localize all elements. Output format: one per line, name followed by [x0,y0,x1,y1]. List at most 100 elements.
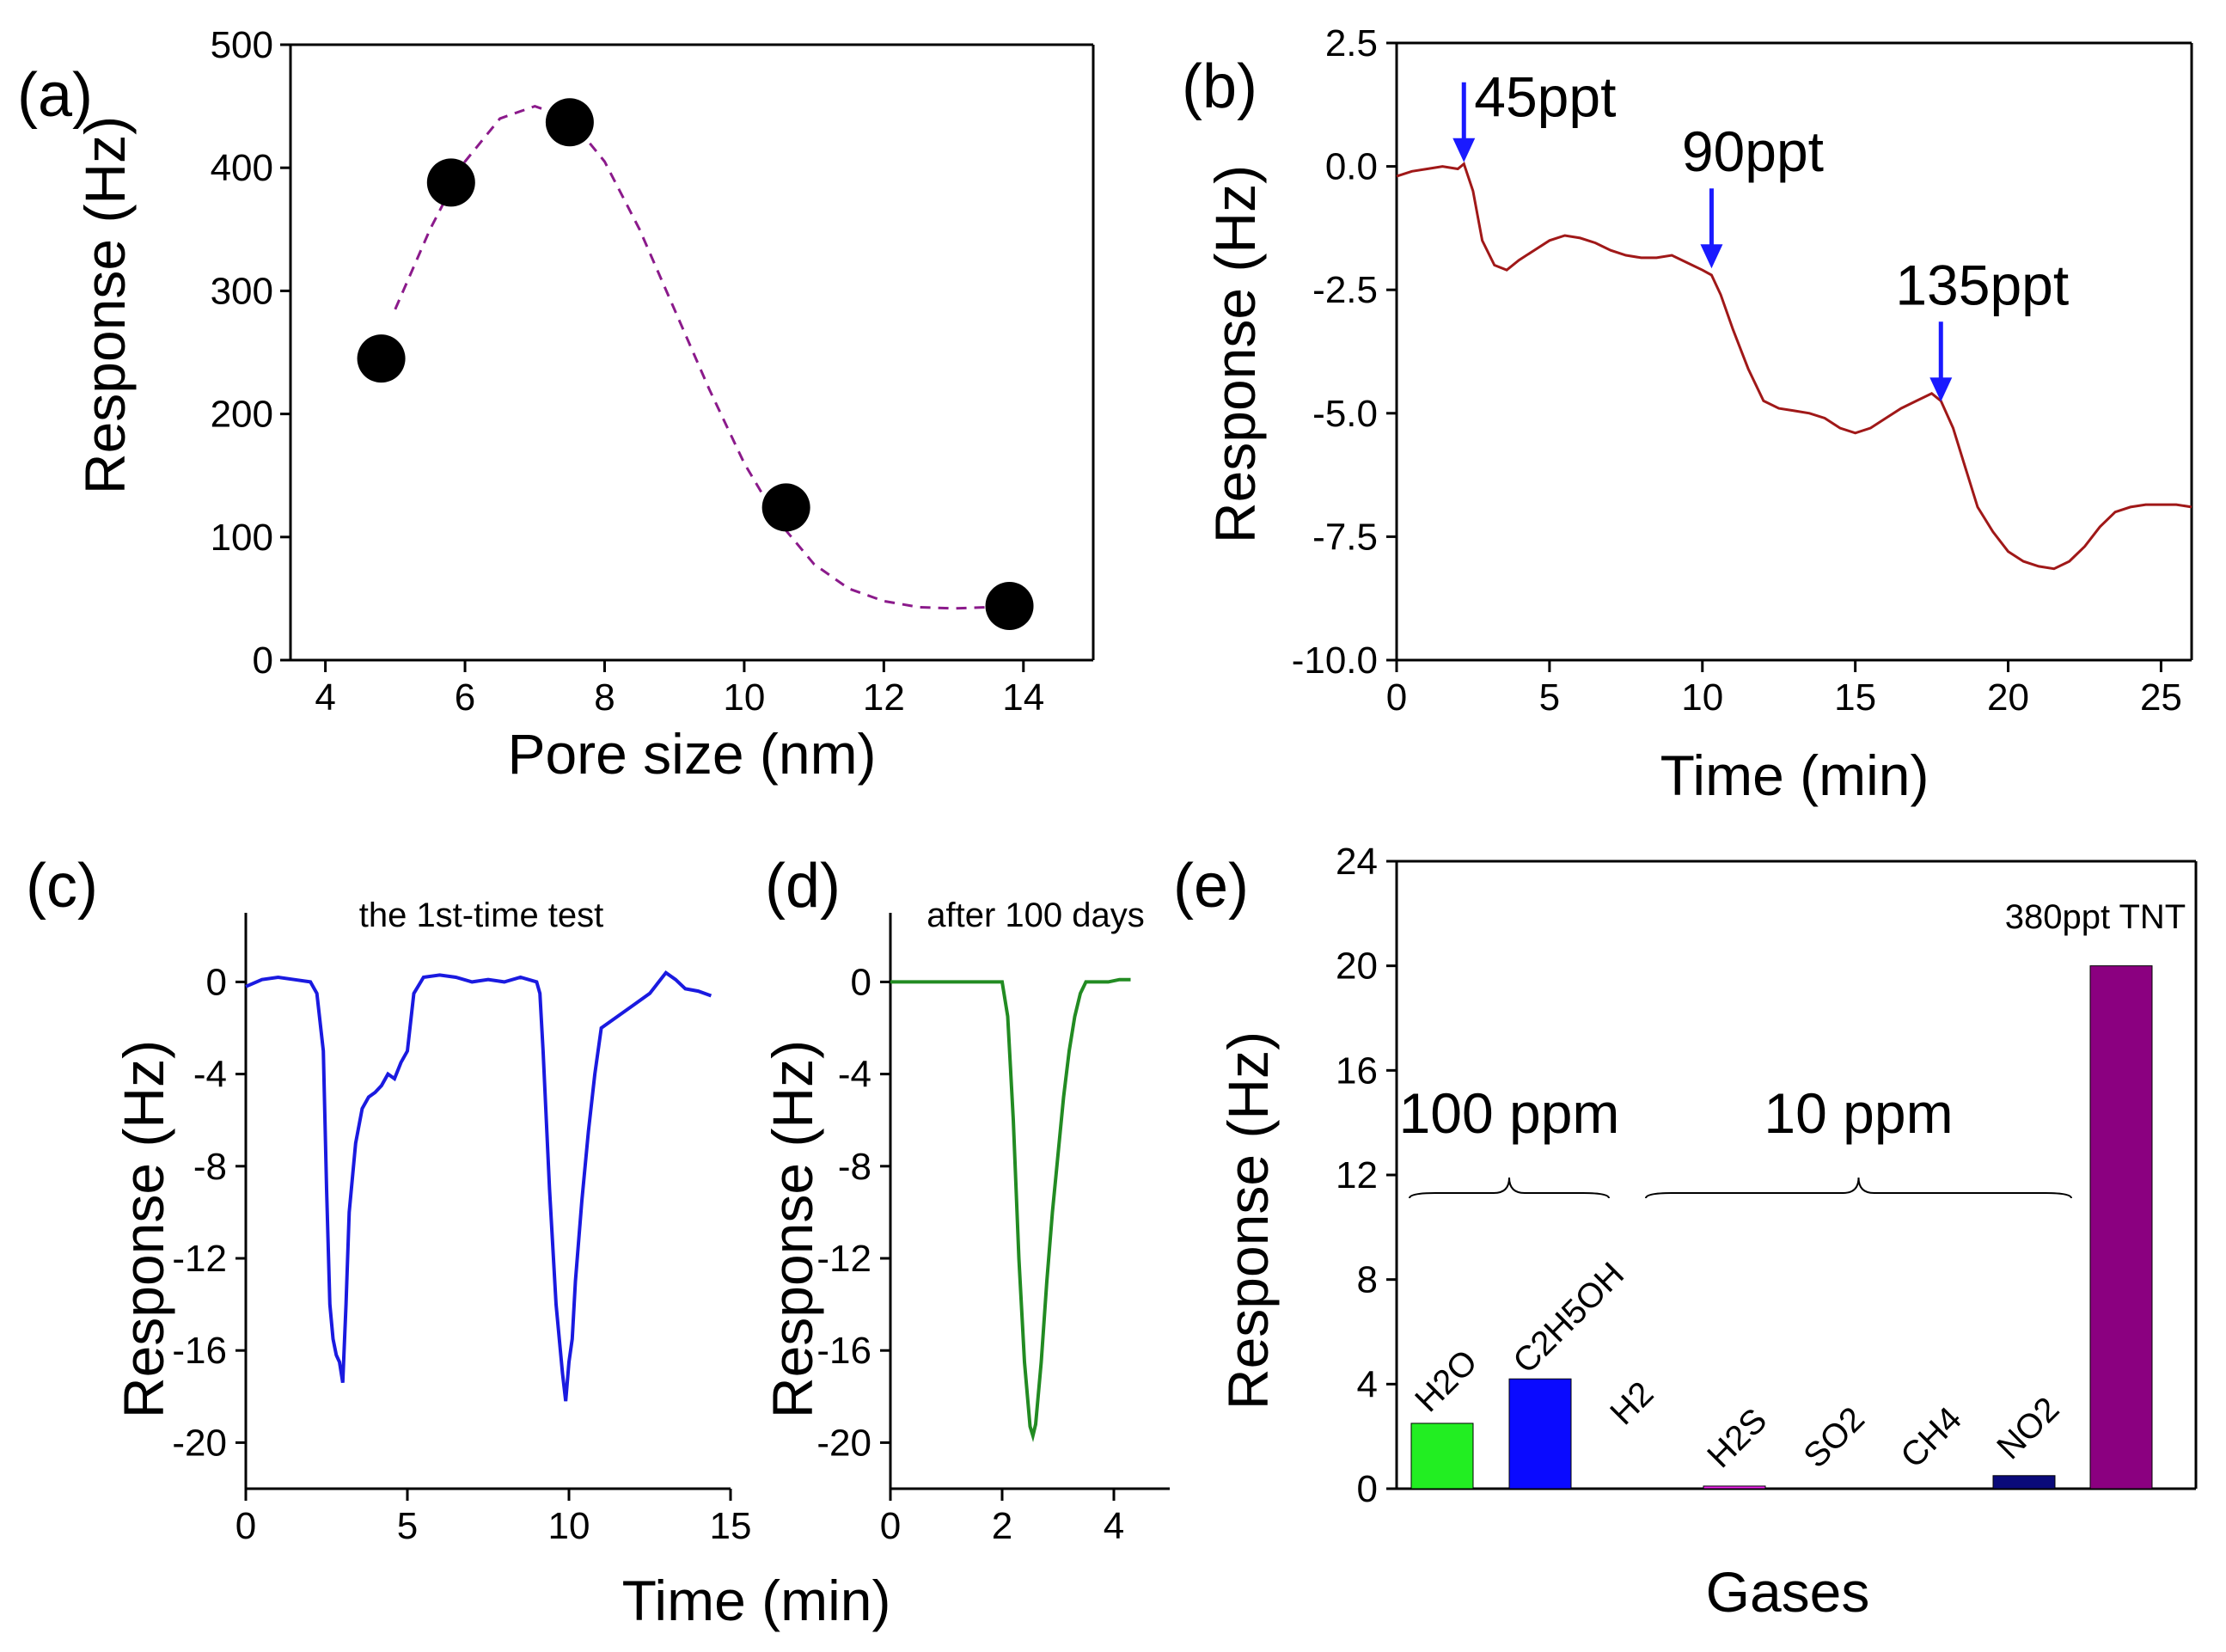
panel-b-arrow-head [1929,377,1953,402]
panel-c-y-tick-label: -12 [172,1238,227,1280]
panel-b-xlabel: Time (min) [1660,743,1929,807]
panel-c-label: (c) [26,852,98,921]
panel-a-data-point [985,581,1034,630]
panel-a-pore-size-chart: (a) Response (Hz) Pore size (nm) 4 6 8 10 12… [17,24,1095,786]
panel-c-x-tick-label: 0 [235,1505,256,1547]
panel-a-x-tick-label: 4 [315,676,335,719]
panel-a-x-tick-label: 12 [863,676,905,719]
panel-b-x-tick-label: 25 [2140,676,2182,719]
panel-a-data-point [357,334,406,383]
panel-e-y-tick-label: 16 [1336,1049,1378,1092]
panel-c-first-test-chart: (c) the 1st-time test Response (Hz) 0 5 10… [26,852,751,1547]
panel-a-fit-curve [394,105,989,610]
panel-b-label: (b) [1182,52,1257,121]
panel-a-ylabel: Response (Hz) [73,116,137,494]
panel-b-annotation: 135ppt [1895,253,2069,316]
panel-e-bar [1703,1485,1766,1490]
panel-e-bar-label: CH4 [1893,1400,1969,1476]
panel-b-x-tick-label: 5 [1539,676,1560,719]
panel-a-data-point [761,483,810,532]
panel-b-annotation: 90ppt [1682,119,1824,183]
panel-d-x-tick-label: 0 [880,1505,901,1547]
panel-a-label: (a) [17,61,93,130]
panel-e-group-label: 10 ppm [1764,1081,1953,1145]
panel-b-y-tick-label: -5.0 [1312,393,1378,435]
panel-b-x-tick-label: 10 [1681,676,1723,719]
panel-c-title: the 1st-time test [359,896,604,934]
panel-a-data-point [545,98,594,147]
panel-a-y-tick-label: 200 [211,394,273,436]
panel-b-y-tick-label: -2.5 [1312,269,1378,311]
panel-b-x-tick-label: 0 [1386,676,1407,719]
panel-e-label: (e) [1173,852,1249,921]
panel-e-bar [1992,1475,2056,1490]
panel-c-response-line [245,970,712,1402]
panel-cd-xlabel: Time (min) [622,1569,891,1632]
panel-d-x-tick-label: 2 [992,1505,1012,1547]
panel-e-y-tick-label: 4 [1357,1363,1378,1405]
panel-b-ylabel: Response (Hz) [1203,165,1267,543]
panel-d-label: (d) [765,852,841,921]
panel-e-gas-selectivity-chart: (e) Response (Hz) Gases 0 4 8 12 16 20 24 H2O C2… [1173,841,2198,1624]
panel-a-xlabel: Pore size (nm) [507,722,876,786]
panel-b-y-tick-label: -10.0 [1292,639,1378,682]
panel-d-y-tick-label: -12 [816,1238,871,1280]
panel-e-xlabel: Gases [1706,1560,1870,1624]
panel-b-y-tick-label: 0.0 [1325,146,1378,188]
panel-e-y-tick-label: 24 [1336,841,1378,883]
panel-d-title: after 100 days [926,896,1145,934]
panel-d-x-tick-label: 4 [1104,1505,1124,1547]
panel-e-bar-label: C2H5OH [1506,1256,1631,1381]
panel-b-x-tick-label: 20 [1987,676,2029,719]
panel-d-y-tick-label: -20 [816,1422,871,1464]
panel-e-y-tick-label: 20 [1336,945,1378,988]
panel-c-ylabel: Response (Hz) [112,1040,175,1418]
panel-b-arrow-head [1452,138,1476,162]
panel-e-y-tick-label: 8 [1357,1259,1378,1301]
panel-e-bar [1410,1423,1474,1490]
panel-b-x-tick-label: 15 [1834,676,1876,719]
panel-e-bar [1508,1378,1572,1490]
panel-b-y-tick-label: 2.5 [1325,22,1378,64]
panel-a-x-tick-label: 14 [1002,676,1044,719]
panel-e-group-brace [1645,1177,2072,1199]
panel-a-x-tick-label: 10 [723,676,765,719]
panel-c-y-tick-label: 0 [206,961,227,1003]
panel-a-x-tick-label: 8 [594,676,615,719]
panel-e-ylabel: Response (Hz) [1216,1031,1280,1410]
panel-d-y-tick-label: -16 [816,1330,871,1372]
panel-d-response-line [890,977,1131,1443]
panel-d-y-tick-label: 0 [851,961,871,1003]
panel-a-y-tick-label: 100 [211,517,273,559]
panel-a-x-tick-label: 6 [455,676,475,719]
panel-b-arrow-head [1700,244,1723,269]
panel-e-bar-label: H2S [1700,1401,1774,1475]
panel-c-y-tick-label: -16 [172,1330,227,1372]
panel-b-annotation: 45ppt [1474,65,1616,129]
panel-d-y-tick-label: -8 [838,1146,871,1188]
panel-a-data-point [426,158,475,207]
panel-e-bar-label: 380ppt TNT [2005,898,2186,936]
panel-e-bar [2089,965,2153,1490]
panel-c-y-tick-label: -8 [193,1146,227,1188]
panel-e-bar-label: SO2 [1796,1400,1872,1476]
panel-c-x-tick-label: 15 [710,1505,752,1547]
panel-b-time-response-chart: (b) Response (Hz) Time (min) 0 5 10 15 20 25 2… [1182,22,2193,807]
panel-a-y-tick-label: 300 [211,270,273,312]
panel-a-y-tick-label: 500 [211,24,273,66]
panel-c-y-tick-label: -20 [172,1422,227,1464]
panel-c-x-tick-label: 5 [397,1505,418,1547]
panel-e-bar-label: H2O [1408,1343,1484,1419]
panel-d-y-tick-label: -4 [838,1054,871,1096]
panel-a-y-tick-label: 0 [253,639,273,682]
panel-c-x-tick-label: 10 [548,1505,590,1547]
panel-a-y-tick-label: 400 [211,147,273,189]
panel-c-y-tick-label: -4 [193,1054,227,1096]
panel-e-group-label: 100 ppm [1399,1081,1620,1145]
panel-e-y-tick-label: 0 [1357,1468,1378,1510]
panel-d-ylabel: Response (Hz) [761,1040,824,1418]
panel-b-y-tick-label: -7.5 [1312,516,1378,558]
panel-e-bar-label: H2 [1603,1374,1660,1432]
panel-b-response-line [1396,162,2192,571]
